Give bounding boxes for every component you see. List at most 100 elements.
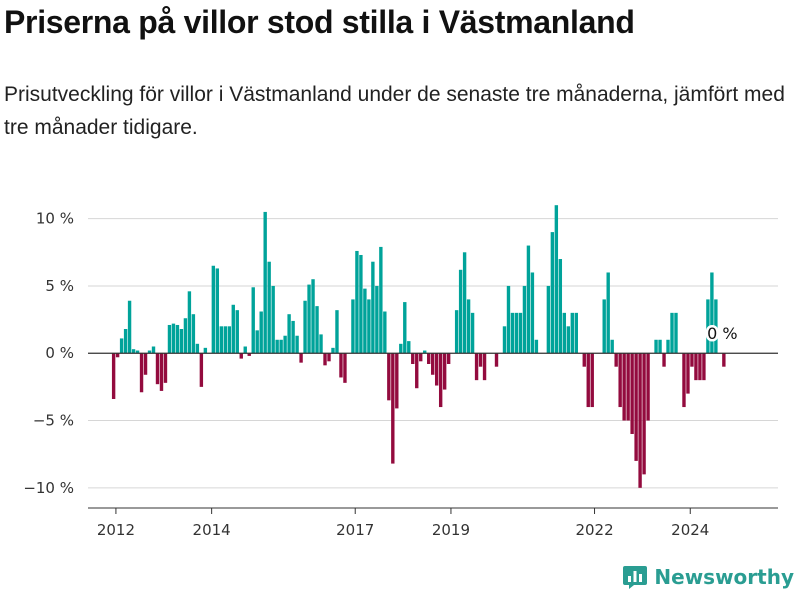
bar <box>686 353 690 394</box>
bar <box>474 353 479 381</box>
bar <box>355 250 359 354</box>
bar <box>291 320 295 354</box>
bar <box>151 346 156 354</box>
bar <box>634 353 638 461</box>
bar <box>494 353 499 367</box>
bar <box>626 353 630 421</box>
bar <box>335 310 339 354</box>
chart-title: Priserna på villor stod stilla i Västman… <box>4 4 635 40</box>
bar <box>694 353 698 381</box>
bar <box>155 353 160 385</box>
bar <box>438 353 443 408</box>
bar <box>610 339 614 354</box>
bar <box>119 338 124 354</box>
bar <box>550 232 555 354</box>
bar <box>423 350 427 354</box>
x-tick-label: 2022 <box>575 521 613 539</box>
bar <box>387 353 391 401</box>
bar <box>606 272 610 354</box>
bar <box>239 353 243 359</box>
bar <box>642 353 646 475</box>
bar <box>574 312 578 354</box>
bar <box>702 353 706 381</box>
bar <box>407 341 411 354</box>
bar <box>235 310 239 354</box>
bar <box>582 353 586 367</box>
bar <box>622 353 626 421</box>
bar <box>658 339 662 354</box>
bar <box>227 326 231 354</box>
bar <box>630 353 634 434</box>
bar <box>618 353 622 408</box>
bar <box>123 329 128 354</box>
bar <box>127 300 132 354</box>
bar <box>554 205 559 354</box>
bar <box>399 343 403 354</box>
bar <box>343 353 347 383</box>
bar <box>303 300 307 354</box>
bar <box>163 353 168 383</box>
bar <box>299 353 303 363</box>
bar <box>267 261 271 354</box>
bar <box>590 353 594 408</box>
y-tick-label: −10 % <box>23 479 74 497</box>
bar <box>674 312 678 354</box>
bar <box>602 299 606 354</box>
bar <box>614 353 618 367</box>
bar <box>395 353 399 409</box>
x-tick-label: 2017 <box>336 521 374 539</box>
bar <box>139 353 144 393</box>
bar <box>638 353 642 488</box>
bar <box>419 353 423 362</box>
bar <box>359 254 363 354</box>
bar <box>706 299 710 354</box>
bar <box>478 353 483 367</box>
bar <box>431 353 435 375</box>
brand-name: Newsworthy <box>654 565 794 589</box>
bar <box>427 353 431 364</box>
bar <box>383 311 387 354</box>
bar <box>167 324 172 354</box>
bar <box>255 330 259 354</box>
bar <box>195 343 200 354</box>
bar <box>566 326 570 354</box>
bar <box>666 339 670 354</box>
bar <box>434 353 439 386</box>
bar <box>295 335 299 354</box>
bar-chart-logo-icon <box>623 566 648 589</box>
bar <box>319 334 323 354</box>
bar <box>187 291 192 354</box>
bar <box>271 285 275 354</box>
bar <box>339 353 343 378</box>
bar <box>654 339 658 354</box>
bar <box>534 339 539 354</box>
bar <box>199 353 204 387</box>
bar <box>363 288 367 354</box>
x-tick-label: 2012 <box>97 521 135 539</box>
bar <box>510 312 515 354</box>
bar <box>231 304 235 354</box>
bar <box>251 287 255 354</box>
bar <box>415 353 419 389</box>
bar <box>223 326 227 354</box>
bar <box>111 353 116 399</box>
end-value-label: 0 % <box>707 324 737 343</box>
bar <box>710 272 714 354</box>
bar <box>530 272 535 354</box>
bar <box>135 350 140 354</box>
bar <box>526 245 531 354</box>
bar <box>315 306 319 354</box>
bar <box>175 324 180 354</box>
bar <box>263 211 267 354</box>
bar <box>518 312 523 354</box>
bar <box>367 299 371 354</box>
bar <box>506 285 511 354</box>
bar <box>670 312 674 354</box>
bar <box>283 335 287 354</box>
bar <box>243 346 247 354</box>
bar <box>470 312 475 354</box>
newsworthy-brand: Newsworthy <box>622 564 794 590</box>
bar <box>722 353 726 367</box>
bar <box>215 268 220 354</box>
bar <box>514 312 519 354</box>
